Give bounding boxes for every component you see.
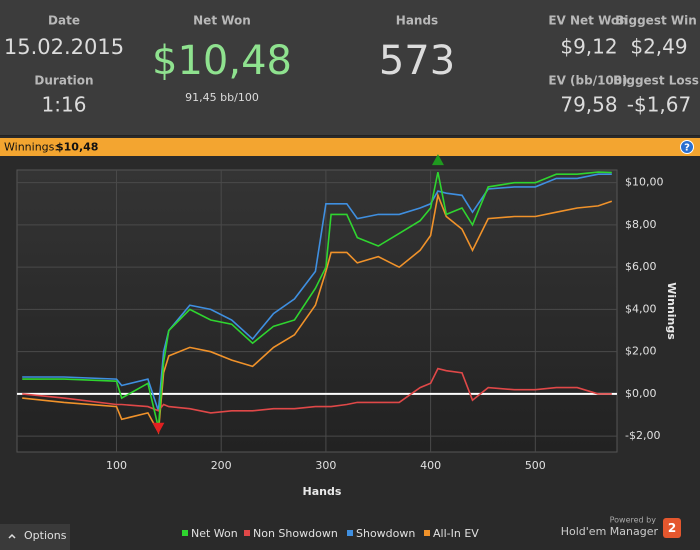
y-tick-label: $10,00	[625, 176, 664, 189]
legend-label: All-In EV	[433, 527, 479, 540]
y-tick-label: $8,00	[625, 218, 657, 231]
help-button[interactable]	[680, 140, 694, 154]
banner	[0, 138, 700, 156]
stat-label: Biggest Loss	[613, 74, 699, 88]
x-tick-label: 500	[525, 459, 546, 472]
y-tick-label: $2,00	[625, 345, 657, 358]
brand-logo	[663, 518, 681, 538]
x-tick-label: 300	[315, 459, 336, 472]
stat-value: 15.02.2015	[4, 35, 124, 59]
options-label[interactable]: Options	[24, 529, 67, 542]
x-axis-label: Hands	[303, 485, 342, 498]
series-line	[22, 171, 612, 428]
stat-value: $9,12	[560, 35, 617, 59]
x-tick-label: 100	[106, 459, 127, 472]
legend-label: Net Won	[191, 527, 238, 540]
stat-label: EV Net Won	[548, 14, 627, 28]
legend-swatch	[424, 530, 430, 536]
stat-label: Net Won	[193, 14, 251, 28]
brand: Hold'em Manager	[561, 525, 659, 538]
stat-value: 79,58	[560, 93, 617, 117]
min-marker	[152, 422, 165, 434]
stat-label: Duration	[34, 74, 93, 88]
stat-value: $2,49	[630, 35, 687, 59]
legend-label: Non Showdown	[253, 527, 338, 540]
y-tick-label: -$2,00	[625, 429, 660, 442]
legend-swatch	[244, 530, 250, 536]
brand-logo-text: 2	[668, 521, 676, 535]
options-button[interactable]	[0, 524, 70, 550]
y-axis-label: Winnings	[665, 282, 678, 340]
header-panel	[0, 0, 700, 136]
stat-sub: 91,45 bb/100	[185, 91, 259, 104]
legend-label: Showdown	[356, 527, 415, 540]
stat-value: 1:16	[42, 93, 87, 117]
stat-value: -$1,67	[627, 93, 691, 117]
options-chevron[interactable]	[8, 533, 16, 539]
x-tick-label: 400	[420, 459, 441, 472]
series-line	[22, 367, 612, 414]
y-tick-label: $4,00	[625, 302, 657, 315]
powered-by: Powered by	[610, 516, 657, 525]
stat-label: Hands	[396, 14, 438, 28]
banner-value: $10,48	[56, 141, 98, 154]
plot-area	[16, 169, 618, 453]
y-tick-label: $0,00	[625, 387, 657, 400]
help-icon[interactable]: ?	[684, 143, 690, 154]
x-tick-label: 200	[211, 459, 232, 472]
series-line	[22, 173, 612, 412]
banner-label: Winnings:	[4, 141, 58, 154]
legend-swatch	[347, 530, 353, 536]
y-tick-label: $6,00	[625, 260, 657, 273]
max-marker	[431, 154, 444, 166]
stat-label: Biggest Win	[615, 14, 697, 28]
net-won-value: $10,48	[152, 38, 292, 84]
legend-swatch	[182, 530, 188, 536]
hands-value: 573	[379, 38, 455, 84]
stat-label: EV (bb/100)	[548, 74, 627, 88]
stat-label: Date	[48, 14, 80, 28]
